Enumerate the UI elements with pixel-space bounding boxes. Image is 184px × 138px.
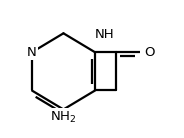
Text: N: N [27,46,37,59]
Text: O: O [144,46,155,59]
Text: NH$_2$: NH$_2$ [50,109,77,125]
Text: NH: NH [95,28,115,41]
